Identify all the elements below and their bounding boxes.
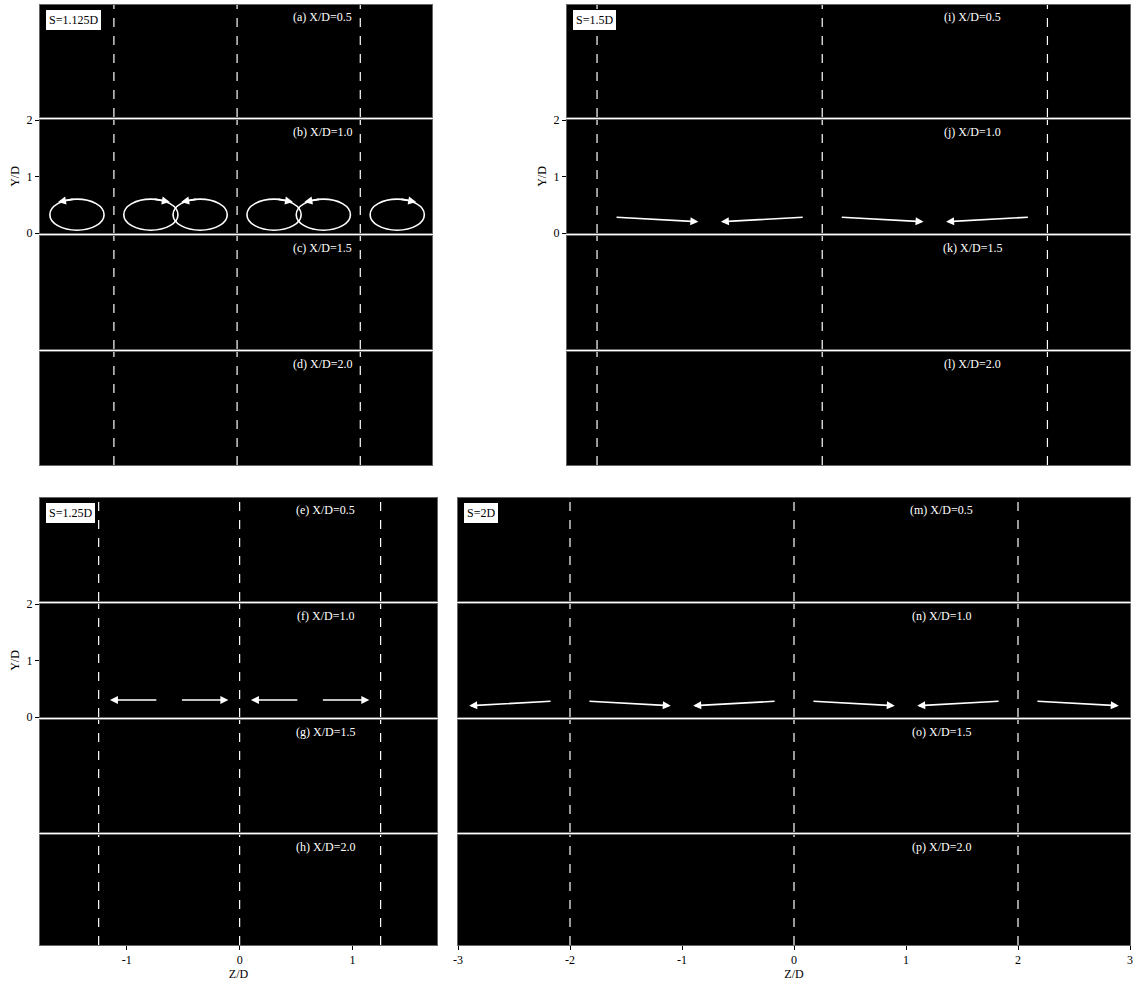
- svg-text:3: 3: [1127, 953, 1133, 967]
- svg-text:(l) X/D=2.0: (l) X/D=2.0: [944, 357, 1001, 371]
- svg-text:-2: -2: [565, 953, 575, 967]
- svg-text:1: 1: [27, 170, 33, 184]
- svg-text:-3: -3: [453, 953, 463, 967]
- svg-text:(k) X/D=1.5: (k) X/D=1.5: [943, 241, 1002, 255]
- svg-text:0: 0: [27, 226, 33, 240]
- svg-text:(n) X/D=1.0: (n) X/D=1.0: [912, 609, 971, 623]
- svg-text:(d) X/D=2.0: (d) X/D=2.0: [293, 357, 352, 371]
- svg-text:2: 2: [554, 113, 560, 127]
- svg-text:S=1.5D: S=1.5D: [576, 13, 613, 27]
- svg-text:1: 1: [349, 953, 355, 967]
- svg-text:(a) X/D=0.5: (a) X/D=0.5: [293, 10, 352, 24]
- svg-text:Z/D: Z/D: [784, 967, 804, 981]
- svg-text:(e) X/D=0.5: (e) X/D=0.5: [296, 503, 355, 517]
- svg-text:-1: -1: [677, 953, 687, 967]
- svg-text:0: 0: [237, 953, 243, 967]
- svg-text:(m) X/D=0.5: (m) X/D=0.5: [910, 503, 973, 517]
- svg-text:(p) X/D=2.0: (p) X/D=2.0: [912, 840, 971, 854]
- svg-text:(h) X/D=2.0: (h) X/D=2.0: [296, 840, 355, 854]
- svg-text:0: 0: [27, 710, 33, 724]
- svg-text:(o) X/D=1.5: (o) X/D=1.5: [912, 725, 971, 739]
- svg-text:-1: -1: [122, 953, 132, 967]
- svg-text:(f) X/D=1.0: (f) X/D=1.0: [297, 609, 354, 623]
- svg-text:2: 2: [1015, 953, 1021, 967]
- svg-text:(j) X/D=1.0: (j) X/D=1.0: [944, 125, 1001, 139]
- svg-text:S=1.25D: S=1.25D: [49, 506, 92, 520]
- svg-text:Y/D: Y/D: [8, 166, 22, 187]
- svg-text:Y/D: Y/D: [535, 166, 549, 187]
- svg-text:(i) X/D=0.5: (i) X/D=0.5: [944, 10, 1001, 24]
- svg-text:0: 0: [554, 226, 560, 240]
- svg-text:(b) X/D=1.0: (b) X/D=1.0: [293, 125, 352, 139]
- svg-text:Y/D: Y/D: [8, 650, 22, 671]
- svg-text:S=1.125D: S=1.125D: [49, 13, 98, 27]
- svg-text:2: 2: [27, 113, 33, 127]
- svg-text:1: 1: [903, 953, 909, 967]
- svg-text:S=2D: S=2D: [467, 506, 495, 520]
- svg-text:2: 2: [27, 597, 33, 611]
- svg-text:(g) X/D=1.5: (g) X/D=1.5: [296, 725, 355, 739]
- svg-text:1: 1: [554, 170, 560, 184]
- svg-text:(c) X/D=1.5: (c) X/D=1.5: [293, 241, 352, 255]
- svg-text:Z/D: Z/D: [229, 967, 249, 981]
- svg-text:1: 1: [27, 654, 33, 668]
- svg-text:0: 0: [791, 953, 797, 967]
